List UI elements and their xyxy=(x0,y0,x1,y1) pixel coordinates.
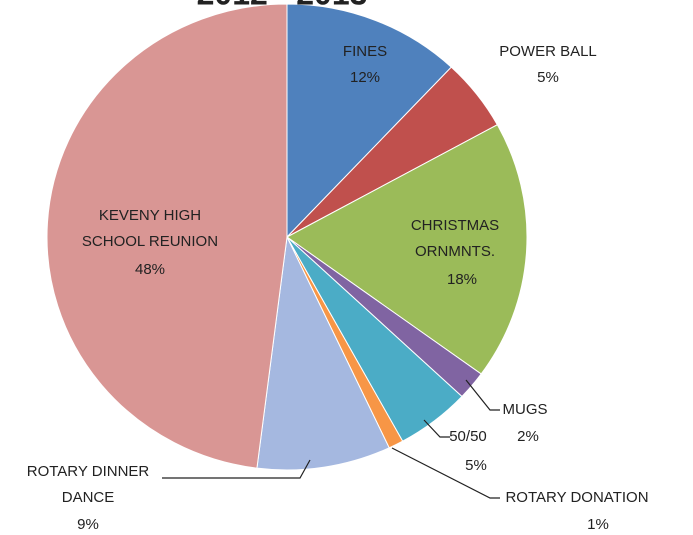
value-label: 18% xyxy=(447,271,477,288)
slice-label: POWER BALL xyxy=(499,43,597,60)
value-label: 12% xyxy=(350,69,380,86)
value-label: 48% xyxy=(135,261,165,278)
value-label: 5% xyxy=(537,69,559,86)
slice-label: ROTARY DINNER DANCE xyxy=(27,463,150,506)
pie-slice xyxy=(46,3,288,469)
slice-label: MUGS xyxy=(503,401,548,418)
slice-label: ROTARY DONATION xyxy=(505,489,648,506)
value-label: 2% xyxy=(517,428,539,445)
slice-label: CHRISTMAS ORNMNTS. xyxy=(411,217,499,260)
leader-line xyxy=(465,379,500,411)
slice-label: 50/50 xyxy=(449,428,487,445)
value-label: 9% xyxy=(77,516,99,533)
value-label: 5% xyxy=(465,457,487,474)
pie-slice xyxy=(286,124,528,375)
chart-title: 2012 - 2013 xyxy=(197,0,368,11)
slice-label: FINES xyxy=(343,43,387,60)
leader-line xyxy=(391,447,500,499)
leader-line xyxy=(162,459,311,479)
slice-label: KEVENY HIGH SCHOOL REUNION xyxy=(82,207,218,250)
pie-slice xyxy=(256,235,390,471)
leader-line xyxy=(423,419,450,438)
value-label: 1% xyxy=(587,516,609,533)
pie-slice xyxy=(286,3,453,239)
